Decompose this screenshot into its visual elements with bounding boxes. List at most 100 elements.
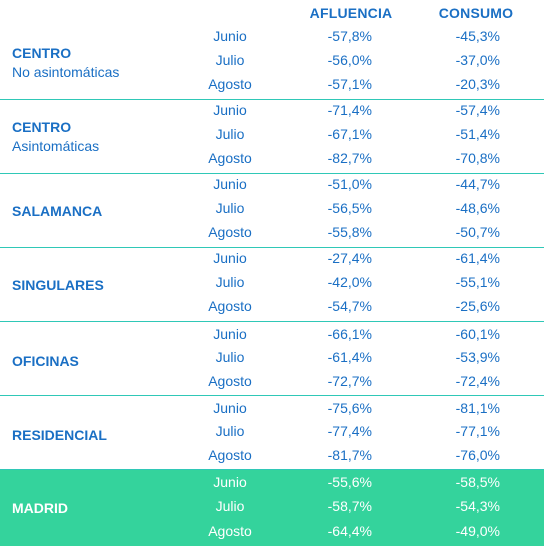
consumo-cell: -54,3%: [455, 498, 500, 514]
header-afluencia: AFLUENCIA: [309, 5, 393, 21]
consumo-cell: -53,9%: [455, 349, 500, 365]
table-row: Julio -61,4% -53,9%: [0, 347, 544, 372]
table-row: Junio -55,6% -58,5%: [0, 472, 544, 497]
group-title: MADRID: [12, 500, 68, 516]
group-label: OFICINAS: [12, 352, 79, 370]
month-cell: Julio: [215, 349, 245, 365]
consumo-cell: -77,1%: [455, 423, 500, 439]
table-row: Junio -75,6% -81,1%: [0, 398, 544, 423]
afluencia-cell: -56,5%: [327, 200, 372, 216]
table-row: Junio -66,1% -60,1%: [0, 324, 544, 349]
group-residencial: RESIDENCIAL Junio -75,6% -81,1% Julio -7…: [0, 396, 544, 470]
group-title: OFICINAS: [12, 353, 79, 369]
afluencia-cell: -57,1%: [327, 76, 372, 92]
afluencia-cell: -27,4%: [327, 250, 372, 266]
month-cell: Julio: [215, 498, 245, 514]
group-label: CENTRO Asintomáticas: [12, 118, 99, 156]
consumo-cell: -20,3%: [455, 76, 500, 92]
consumo-cell: -45,3%: [455, 28, 500, 44]
month-cell: Agosto: [208, 150, 252, 166]
month-cell: Julio: [215, 274, 245, 290]
consumo-cell: -61,4%: [455, 250, 500, 266]
table-row: Julio -58,7% -54,3%: [0, 496, 544, 521]
group-title: SALAMANCA: [12, 203, 103, 219]
month-cell: Julio: [215, 126, 245, 142]
group-title: CENTRO: [12, 45, 72, 61]
group-subtitle: Asintomáticas: [12, 138, 100, 154]
consumo-cell: -58,5%: [455, 474, 500, 490]
table-row: Agosto -55,8% -50,7%: [0, 222, 544, 247]
month-cell: Julio: [215, 423, 245, 439]
group-centro-asintomaticas: CENTRO Asintomáticas Junio -71,4% -57,4%…: [0, 100, 544, 174]
group-centro-no-asintomaticas: CENTRO No asintomáticas Junio -57,8% -45…: [0, 26, 544, 100]
afluencia-cell: -55,6%: [327, 474, 372, 490]
consumo-cell: -44,7%: [455, 176, 500, 192]
table-row: Agosto -82,7% -70,8%: [0, 148, 544, 173]
table-row: Junio -27,4% -61,4%: [0, 248, 544, 273]
table-row: Junio -71,4% -57,4%: [0, 100, 544, 125]
month-cell: Junio: [213, 28, 247, 44]
afluencia-cell: -67,1%: [327, 126, 372, 142]
table-row: Agosto -54,7% -25,6%: [0, 296, 544, 321]
header-consumo: CONSUMO: [438, 5, 514, 21]
consumo-cell: -48,6%: [455, 200, 500, 216]
afluencia-cell: -51,0%: [327, 176, 372, 192]
month-cell: Agosto: [208, 298, 252, 314]
month-cell: Junio: [213, 400, 247, 416]
group-salamanca: SALAMANCA Junio -51,0% -44,7% Julio -56,…: [0, 174, 544, 248]
group-label: SALAMANCA: [12, 202, 102, 220]
table-row: Junio -57,8% -45,3%: [0, 26, 544, 51]
month-cell: Junio: [213, 250, 247, 266]
consumo-cell: -76,0%: [455, 447, 500, 463]
table-row: Agosto -57,1% -20,3%: [0, 74, 544, 99]
month-cell: Agosto: [208, 523, 252, 539]
month-cell: Julio: [215, 200, 245, 216]
consumo-cell: -81,1%: [455, 400, 500, 416]
consumo-cell: -70,8%: [455, 150, 500, 166]
table-header: AFLUENCIA CONSUMO: [0, 0, 544, 26]
afluencia-cell: -58,7%: [327, 498, 372, 514]
month-cell: Junio: [213, 102, 247, 118]
group-title: CENTRO: [12, 119, 72, 135]
afluencia-cell: -71,4%: [327, 102, 372, 118]
afluencia-cell: -64,4%: [327, 523, 372, 539]
consumo-cell: -49,0%: [455, 523, 500, 539]
month-cell: Agosto: [208, 447, 252, 463]
month-cell: Junio: [213, 474, 247, 490]
afluencia-cell: -72,7%: [327, 373, 372, 389]
table-row: Julio -56,0% -37,0%: [0, 50, 544, 75]
afluencia-cell: -54,7%: [327, 298, 372, 314]
afluencia-cell: -82,7%: [327, 150, 372, 166]
afluencia-cell: -75,6%: [327, 400, 372, 416]
table-row: Junio -51,0% -44,7%: [0, 174, 544, 199]
table-row: Julio -77,4% -77,1%: [0, 421, 544, 446]
afluencia-cell: -56,0%: [327, 52, 372, 68]
afluencia-cell: -81,7%: [327, 447, 372, 463]
group-madrid: MADRID Junio -55,6% -58,5% Julio -58,7% …: [0, 470, 544, 546]
consumo-cell: -72,4%: [455, 373, 500, 389]
consumo-cell: -60,1%: [455, 326, 500, 342]
afluencia-cell: -55,8%: [327, 224, 372, 240]
afluencia-cell: -66,1%: [327, 326, 372, 342]
afluencia-cell: -77,4%: [327, 423, 372, 439]
table-row: Agosto -64,4% -49,0%: [0, 521, 544, 546]
consumo-cell: -55,1%: [455, 274, 500, 290]
afluencia-cell: -61,4%: [327, 349, 372, 365]
month-cell: Agosto: [208, 224, 252, 240]
month-cell: Agosto: [208, 76, 252, 92]
month-cell: Junio: [213, 326, 247, 342]
afluencia-cell: -42,0%: [327, 274, 372, 290]
group-label: SINGULARES: [12, 276, 104, 294]
consumo-cell: -37,0%: [455, 52, 500, 68]
consumo-cell: -25,6%: [455, 298, 500, 314]
afluencia-cell: -57,8%: [327, 28, 372, 44]
month-cell: Agosto: [208, 373, 252, 389]
consumo-cell: -50,7%: [455, 224, 500, 240]
group-subtitle: No asintomáticas: [12, 64, 120, 80]
table-row: Julio -67,1% -51,4%: [0, 124, 544, 149]
group-label: CENTRO No asintomáticas: [12, 44, 119, 82]
group-title: SINGULARES: [12, 277, 104, 293]
month-cell: Julio: [215, 52, 245, 68]
group-title: RESIDENCIAL: [12, 427, 107, 443]
table-row: Agosto -72,7% -72,4%: [0, 371, 544, 396]
